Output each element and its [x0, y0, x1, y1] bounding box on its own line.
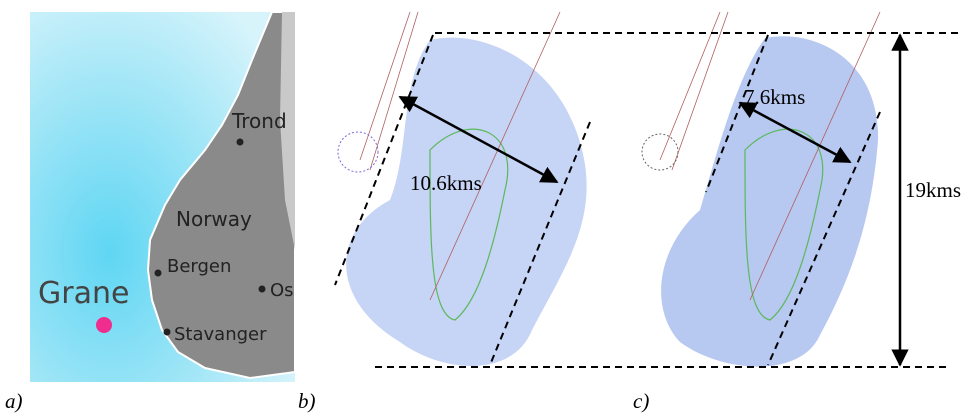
- dashed-boundary: [767, 111, 881, 366]
- platform: [337, 131, 379, 173]
- measurement-label: 10.6kms: [410, 171, 482, 195]
- place-label: Trond: [231, 109, 287, 133]
- panel-label: c): [633, 389, 649, 413]
- panel-c: 7.6kms: [641, 11, 881, 367]
- place-label: Stavanger: [174, 324, 267, 345]
- dashed-boundary: [489, 121, 591, 366]
- dashed-boundary: [334, 34, 434, 286]
- city-dot: [163, 328, 171, 336]
- measurement-label: 7.6kms: [744, 85, 805, 109]
- panel-label: b): [298, 389, 316, 413]
- width-arrow: [738, 101, 852, 164]
- width-arrow: [398, 95, 559, 184]
- city-dot: [258, 285, 266, 293]
- place-label: Bergen: [167, 256, 231, 277]
- neighbour-land: [280, 12, 295, 250]
- place-label: Os: [270, 280, 294, 301]
- panel-b: 10.6kms: [334, 11, 591, 367]
- map-panel: Trond Norway Bergen Os Stavanger Grane: [30, 11, 296, 382]
- city-dot: [154, 269, 162, 277]
- field-dot: [96, 317, 112, 333]
- platform: [641, 133, 679, 171]
- place-label: Norway: [176, 207, 252, 231]
- measurement-label: 19kms: [905, 178, 961, 202]
- dashed-boundary: [705, 34, 769, 193]
- reservoir-area: [346, 37, 587, 367]
- city-dot: [236, 138, 244, 146]
- field-label: Grane: [38, 276, 129, 311]
- panel-label: a): [5, 389, 23, 413]
- land: [146, 11, 296, 380]
